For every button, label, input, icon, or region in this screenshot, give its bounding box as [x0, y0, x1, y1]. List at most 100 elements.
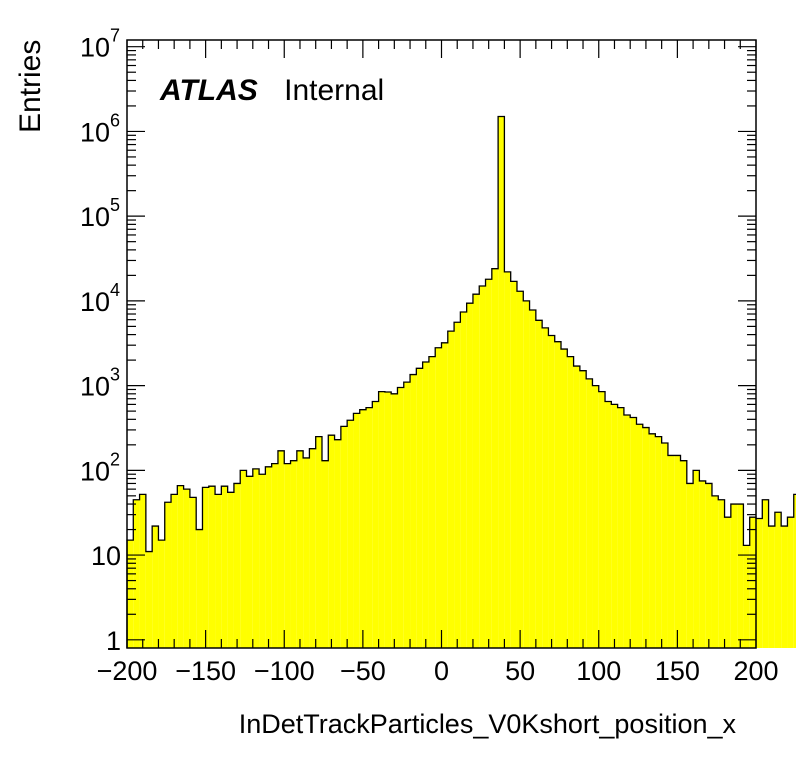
histogram-bar — [353, 413, 360, 648]
x-tick-label: 150 — [655, 656, 700, 686]
histogram-bar — [227, 492, 234, 648]
histogram-bar — [718, 499, 725, 648]
y-tick-label: 10 — [80, 456, 110, 486]
histogram-bar — [598, 391, 606, 648]
x-tick-label: 0 — [434, 656, 449, 686]
histogram-bar — [699, 480, 706, 648]
histogram-bar — [410, 374, 417, 648]
histogram-bar — [479, 285, 486, 648]
histogram-bar — [548, 335, 555, 648]
histogram-bar — [756, 518, 763, 648]
x-tick-label: 200 — [733, 656, 778, 686]
x-tick-label: −150 — [175, 656, 236, 686]
histogram-bar — [542, 327, 549, 648]
histogram-bar — [711, 495, 719, 648]
histogram-bar — [152, 526, 159, 648]
histogram-bar — [774, 512, 782, 648]
histogram-bar — [321, 460, 329, 648]
histogram-bar — [768, 526, 775, 648]
histogram-bar — [145, 551, 153, 648]
histogram-bar — [655, 436, 662, 648]
histogram-bars — [127, 116, 796, 648]
x-tick-label: −200 — [97, 656, 158, 686]
y-axis-title: Entries — [14, 40, 47, 133]
histogram-bar — [435, 347, 442, 648]
histogram-bar — [724, 517, 731, 648]
histogram-bar — [171, 494, 178, 648]
histogram-bar — [510, 281, 517, 648]
histogram-bar — [284, 463, 291, 648]
histogram-bar — [246, 476, 253, 648]
y-tick-exponent: 7 — [110, 26, 120, 46]
histogram-bar — [693, 470, 700, 648]
x-tick-label: −100 — [254, 656, 315, 686]
histogram-bar — [397, 387, 404, 648]
plot-frame — [126, 39, 757, 649]
histogram-bar — [189, 497, 197, 648]
histogram-bar — [340, 426, 348, 648]
histogram-bar — [661, 443, 668, 648]
histogram-bar — [762, 499, 769, 648]
histogram-bar — [372, 401, 379, 648]
histogram-bar — [573, 366, 580, 648]
x-tick-label: 100 — [576, 656, 621, 686]
histogram-bar — [233, 483, 241, 648]
histogram-outline — [126, 115, 796, 648]
y-tick-exponent: 6 — [110, 110, 120, 130]
x-axis-title: InDetTrackParticles_V0Kshort_position_x — [239, 709, 737, 739]
histogram-bar — [259, 474, 266, 648]
histogram-bar — [277, 450, 285, 648]
histogram-bar — [441, 342, 448, 648]
histogram-bar — [781, 526, 788, 648]
histogram-bar — [630, 417, 637, 648]
histogram-bar — [328, 435, 335, 648]
histogram-bar — [730, 504, 738, 648]
y-tick-label: 10 — [80, 287, 110, 317]
histogram-bar — [391, 393, 398, 648]
histogram-bar — [686, 483, 694, 648]
y-tick-label: 10 — [80, 33, 110, 63]
histogram-bar — [196, 529, 203, 648]
histogram-bar — [623, 414, 631, 648]
histogram-bar — [240, 470, 247, 648]
axis-ticks — [126, 40, 757, 648]
atlas-label-bold: ATLAS — [159, 74, 258, 107]
histogram-bar — [447, 331, 455, 648]
histogram-bar — [296, 450, 304, 648]
histogram-bar — [252, 468, 260, 648]
y-tick-label: 10 — [91, 541, 121, 571]
y-tick-label: 10 — [80, 202, 110, 232]
histogram-bar — [498, 116, 505, 648]
atlas-label: ATLAS Internal — [159, 74, 384, 107]
histogram-bar — [466, 303, 473, 648]
histogram-bar — [491, 268, 499, 648]
histogram-bar — [202, 487, 209, 648]
histogram-bar — [535, 320, 543, 648]
y-tick-exponent: 4 — [110, 280, 120, 300]
histogram-bar — [743, 545, 750, 648]
histogram-bar — [303, 457, 310, 648]
histogram-bar — [378, 391, 385, 648]
histogram-bar — [384, 392, 392, 648]
histogram-bar — [579, 370, 587, 648]
histogram-bar — [472, 294, 480, 648]
histogram-bar — [164, 502, 172, 648]
histogram-bar — [215, 494, 222, 648]
histogram-bar — [221, 486, 228, 648]
histogram-bar — [793, 494, 796, 648]
y-tick-exponent: 3 — [110, 365, 120, 385]
histogram-bar — [403, 382, 411, 648]
y-tick-label: 10 — [80, 372, 110, 402]
histogram-bar — [416, 368, 423, 648]
histogram-bar — [177, 485, 184, 648]
histogram-bar — [208, 486, 216, 648]
histogram-bar — [315, 436, 322, 648]
histogram-bar — [127, 540, 134, 648]
histogram-bar — [133, 499, 140, 648]
histogram-bar — [183, 489, 190, 648]
histogram-bar — [605, 401, 612, 648]
histogram-bar — [667, 455, 675, 648]
histogram-bar — [139, 494, 146, 648]
histogram-bar — [460, 311, 467, 648]
